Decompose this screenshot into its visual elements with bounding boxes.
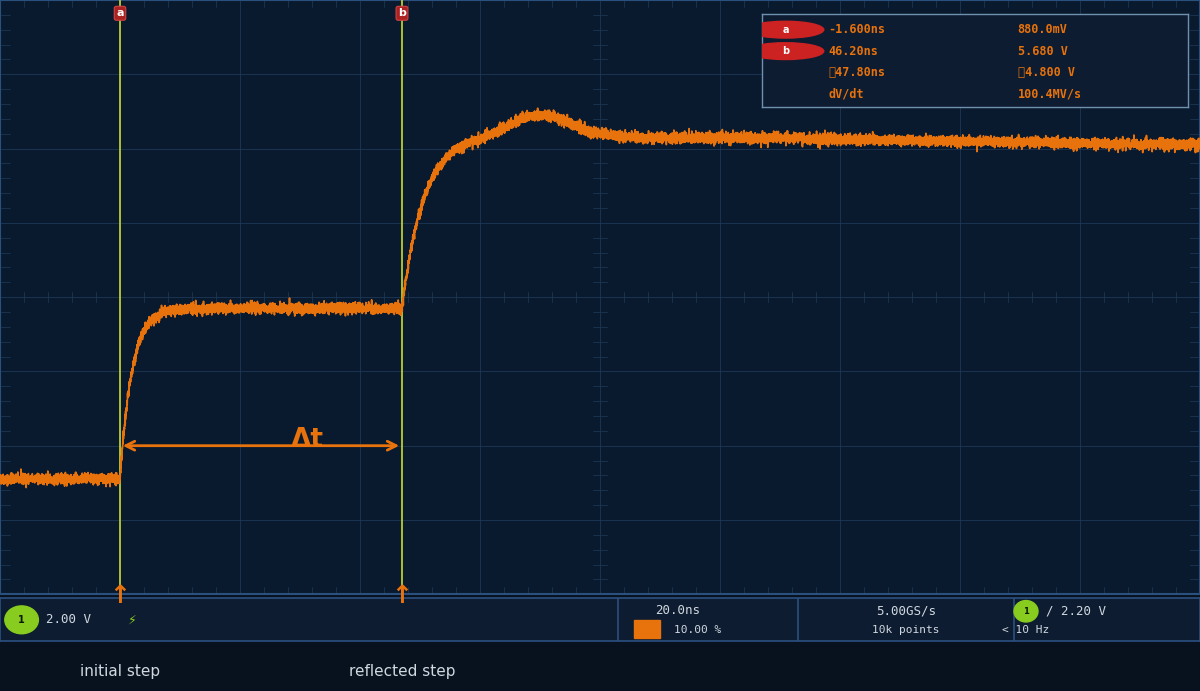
Text: 100.4MV/s: 100.4MV/s [1018,88,1081,101]
Ellipse shape [1014,600,1038,622]
Text: ↑: ↑ [109,584,131,608]
Text: b: b [398,8,406,18]
Text: 5.00GS/s: 5.00GS/s [876,605,936,618]
Text: < 10 Hz: < 10 Hz [1002,625,1050,635]
Bar [634,620,660,638]
Text: 4.800 V: 4.800 V [1018,66,1075,79]
Text: 20.0ns: 20.0ns [655,604,701,617]
Text: ↑: ↑ [391,584,413,608]
Text: -1.600ns: -1.600ns [828,23,886,36]
Text: / 2.20 V: / 2.20 V [1046,605,1106,618]
Text: 1: 1 [18,615,25,625]
Text: initial step: initial step [80,664,160,679]
Text: 880.0mV: 880.0mV [1018,23,1068,36]
Text: b: b [782,46,788,56]
Text: dV/dt: dV/dt [828,88,864,101]
Circle shape [748,43,823,59]
Text: 2.00 V: 2.00 V [46,614,91,626]
Text: 10.00 %: 10.00 % [674,625,721,635]
Text: ⚡: ⚡ [127,614,137,626]
Text: 1: 1 [1024,607,1028,616]
Ellipse shape [5,606,38,634]
Text: 5.680 V: 5.680 V [1018,45,1068,57]
Text: 46.20ns: 46.20ns [828,45,878,57]
Text: Δt: Δt [292,427,324,453]
Circle shape [748,21,823,38]
Text: a: a [782,25,788,35]
Text: a: a [116,8,124,18]
Text: 47.80ns: 47.80ns [828,66,886,79]
Text: reflected step: reflected step [349,664,455,679]
Text: 10k points: 10k points [872,625,940,635]
